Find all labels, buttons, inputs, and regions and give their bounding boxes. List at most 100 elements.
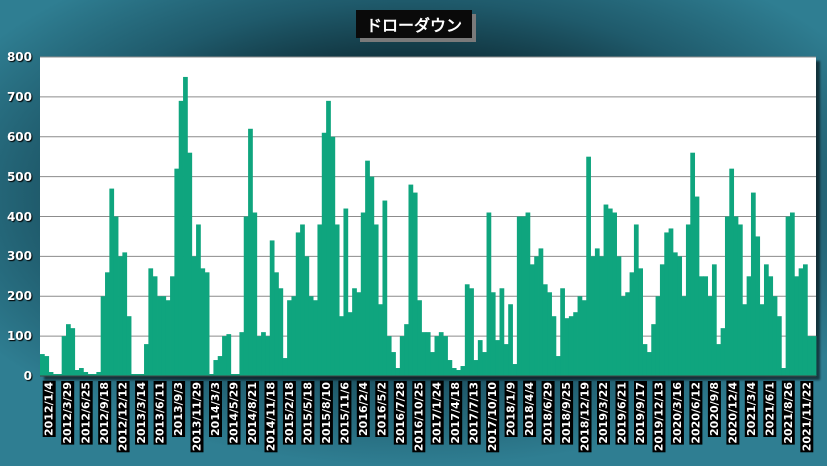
bar	[326, 100, 331, 377]
bar	[599, 256, 604, 377]
svg-text:2020/12/4: 2020/12/4	[726, 382, 739, 444]
bar	[538, 248, 544, 376]
bar	[534, 256, 539, 377]
bar	[105, 272, 110, 376]
svg-text:2021/11/22: 2021/11/22	[800, 382, 813, 451]
bar	[768, 276, 774, 376]
bar	[490, 292, 496, 376]
bar	[724, 216, 730, 376]
bar	[629, 272, 635, 376]
bar	[590, 256, 596, 377]
bar	[495, 340, 500, 376]
bar	[135, 374, 141, 376]
bar	[83, 372, 89, 376]
bar	[729, 168, 735, 376]
x-tick-label: 2018/6/29	[541, 381, 555, 445]
bar	[655, 296, 661, 376]
bar	[261, 332, 266, 376]
y-tick-label: 0	[23, 369, 32, 383]
bar	[213, 360, 219, 376]
svg-text:2018/4/4: 2018/4/4	[523, 382, 536, 436]
x-tick-label: 2012/1/4	[42, 380, 56, 437]
bar	[287, 300, 292, 376]
bar	[681, 296, 687, 376]
svg-text:2018/6/29: 2018/6/29	[542, 382, 555, 444]
bar	[711, 264, 717, 376]
bar	[625, 292, 630, 376]
bar	[668, 228, 674, 376]
x-tick-label: 2021/8/26	[781, 380, 795, 445]
svg-text:2016/10/25: 2016/10/25	[412, 382, 425, 451]
svg-text:2020/6/12: 2020/6/12	[689, 382, 702, 444]
bar	[443, 336, 448, 377]
bar	[694, 196, 700, 376]
x-tick-label: 2014/11/18	[264, 381, 278, 453]
bar	[776, 316, 782, 376]
bar	[785, 216, 791, 376]
bar	[594, 248, 600, 376]
bar	[755, 236, 761, 376]
bar	[529, 264, 535, 376]
x-tick-label: 2013/11/29	[190, 381, 204, 453]
bar	[447, 360, 453, 376]
bar	[278, 288, 284, 376]
bar	[386, 336, 392, 377]
bar	[70, 328, 76, 376]
bar	[746, 276, 752, 376]
bar-series	[40, 76, 817, 377]
x-tick-label: 2021/3/4	[744, 380, 758, 437]
x-tick-label: 2013/6/11	[153, 381, 167, 445]
bar	[568, 316, 574, 376]
bar	[360, 212, 366, 376]
svg-text:2021/3/4: 2021/3/4	[745, 382, 758, 436]
x-tick-label: 2017/7/13	[467, 381, 481, 445]
bar	[772, 296, 778, 376]
bar	[161, 296, 167, 376]
bar	[378, 304, 383, 376]
bar	[53, 374, 58, 376]
y-tick-label: 100	[6, 329, 32, 344]
bar	[48, 372, 54, 376]
bar	[573, 312, 578, 376]
bar	[61, 336, 67, 377]
bar	[733, 216, 739, 376]
svg-text:2015/2/18: 2015/2/18	[283, 382, 296, 444]
bar	[620, 296, 626, 376]
bar	[373, 224, 379, 376]
svg-text:2015/11/6: 2015/11/6	[338, 382, 351, 444]
svg-text:2021/6/1: 2021/6/1	[763, 382, 776, 436]
bar	[122, 252, 128, 376]
bar	[430, 352, 435, 376]
bar	[79, 368, 84, 376]
svg-text:2021/8/26: 2021/8/26	[782, 382, 795, 444]
bar	[412, 192, 418, 376]
bar	[308, 296, 314, 376]
svg-text:2016/5/2: 2016/5/2	[375, 382, 388, 436]
svg-text:2017/7/13: 2017/7/13	[468, 382, 481, 444]
bar	[243, 216, 249, 376]
x-tick-label: 2015/2/18	[282, 381, 296, 445]
x-tick-label: 2020/9/8	[707, 381, 721, 437]
x-tick-label: 2014/8/21	[246, 381, 259, 445]
bar	[291, 296, 297, 376]
bar	[200, 268, 206, 376]
bar	[664, 232, 670, 376]
x-axis: 2012/1/4 2012/3/29 2012/6/25 2012/9/18 2012/…	[40, 375, 816, 453]
bar	[807, 336, 813, 377]
x-tick-label: 2012/3/29	[61, 381, 75, 445]
x-tick-label: 2014/5/29	[227, 381, 241, 445]
bar	[703, 276, 709, 376]
bar	[44, 356, 50, 376]
bar	[113, 216, 119, 376]
bar	[677, 256, 683, 377]
svg-text:2018/1/9: 2018/1/9	[505, 382, 518, 436]
y-tick-label: 700	[6, 89, 32, 104]
bar	[57, 374, 63, 376]
svg-text:2012/12/12: 2012/12/12	[117, 382, 130, 451]
y-tick-label: 300	[6, 249, 32, 264]
bar	[265, 336, 271, 377]
bar	[581, 300, 587, 376]
svg-text:2013/9/3: 2013/9/3	[172, 382, 185, 436]
bar	[352, 288, 357, 376]
svg-text:2015/8/10: 2015/8/10	[320, 382, 333, 444]
